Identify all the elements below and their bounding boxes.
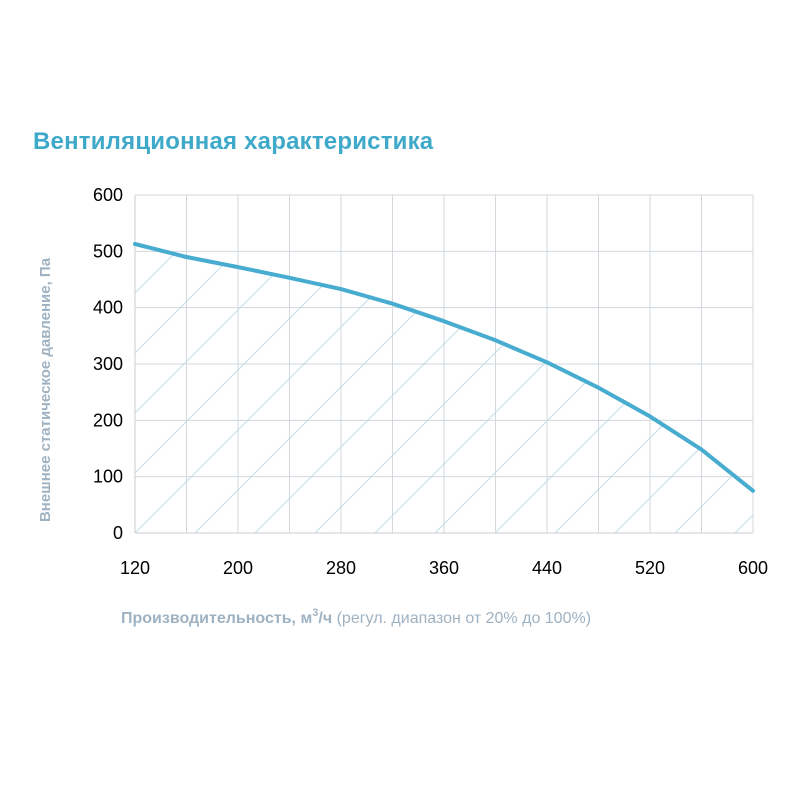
data-point [545, 360, 549, 364]
x-tick-label: 600 [738, 558, 768, 578]
chart-title: Вентиляционная характеристика [33, 128, 434, 155]
y-tick-labels: 0 100 200 300 400 500 600 [93, 185, 123, 543]
hatched-area [135, 244, 753, 533]
x-axis-label: Производительность, м3/ч (регул. диапазо… [121, 607, 591, 627]
x-tick-label: 440 [532, 558, 562, 578]
y-tick-label: 300 [93, 354, 123, 374]
y-tick-label: 200 [93, 410, 123, 430]
y-tick-label: 0 [113, 523, 123, 543]
data-point [391, 302, 395, 306]
x-tick-label: 120 [120, 558, 150, 578]
data-point [236, 265, 240, 269]
y-tick-label: 100 [93, 467, 123, 487]
x-axis-label-main: Производительность, м [121, 610, 312, 627]
data-point [751, 489, 755, 493]
data-point [442, 319, 446, 323]
data-point [339, 287, 343, 291]
data-point [288, 276, 292, 280]
y-tick-label: 400 [93, 298, 123, 318]
x-axis-label-unit: /ч [318, 610, 332, 627]
series-line [133, 242, 755, 493]
data-point [494, 338, 498, 342]
x-tick-label: 360 [429, 558, 459, 578]
y-tick-label: 600 [93, 185, 123, 205]
x-tick-labels: 120 200 280 360 440 520 600 [120, 558, 768, 578]
y-axis-label: Внешнее статическое давление, Па [37, 257, 54, 522]
x-tick-label: 200 [223, 558, 253, 578]
x-axis-label-note: (регул. диапазон от 20% до 100%) [332, 610, 591, 627]
x-tick-label: 280 [326, 558, 356, 578]
x-axis-label-superscript: 3 [312, 607, 318, 619]
data-point [597, 386, 601, 390]
x-tick-label: 520 [635, 558, 665, 578]
data-point [185, 255, 189, 259]
y-tick-label: 500 [93, 241, 123, 261]
data-point [700, 448, 704, 452]
data-point [133, 242, 137, 246]
data-point [648, 414, 652, 418]
